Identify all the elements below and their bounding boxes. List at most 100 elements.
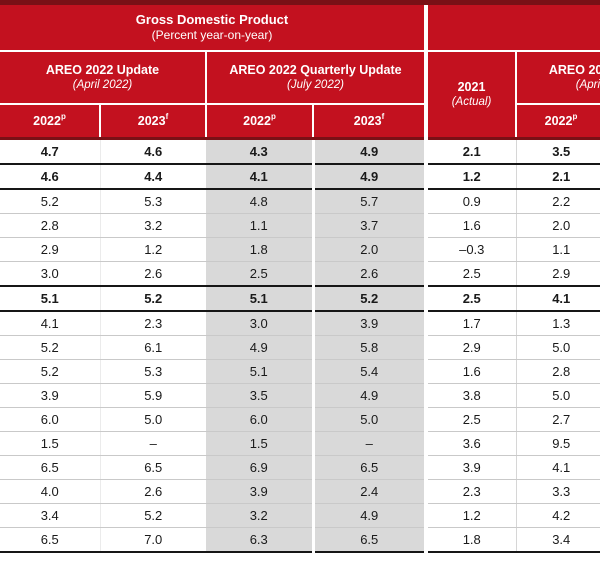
value-cell: 3.0 (0, 261, 101, 287)
year-superscript: p (60, 111, 66, 121)
value-cell: 1.2 (428, 164, 517, 190)
value-cell: 4.9 (313, 164, 424, 190)
value-cell: 3.4 (516, 527, 600, 553)
value-cell: 5.1 (0, 286, 101, 312)
value-cell: 5.0 (100, 407, 206, 432)
section-divider-gap (424, 138, 428, 164)
col-title: 2021 (457, 80, 486, 94)
table-top-border (0, 0, 600, 5)
col-group-title: AREO 2022 Quarterly Update (229, 63, 402, 77)
table-row: 5.2 6.1 4.9 5.8 2.9 5.0 (0, 335, 600, 360)
value-cell: 4.1 (516, 455, 600, 480)
value-cell: – (313, 431, 424, 456)
year-superscript: f (165, 111, 169, 121)
section-divider-gap (424, 431, 428, 456)
value-cell: 5.1 (206, 359, 315, 384)
year-superscript: p (270, 111, 276, 121)
value-cell: 2.5 (206, 261, 315, 287)
section-divider-gap (424, 189, 428, 214)
value-cell: 4.7 (0, 138, 101, 165)
value-cell: 3.2 (100, 213, 206, 238)
table-row: 5.2 5.3 4.8 5.7 0.9 2.2 (0, 189, 600, 214)
value-cell: 4.9 (313, 383, 424, 408)
value-cell: 4.6 (100, 138, 206, 165)
value-cell: 3.6 (428, 431, 517, 456)
table-subtitle: (Percent year-on-year) (151, 28, 273, 42)
value-cell: 3.9 (0, 383, 101, 408)
table-row: 4.0 2.6 3.9 2.4 2.3 3.3 (0, 479, 600, 504)
value-cell: 2.5 (428, 261, 517, 287)
value-cell: 1.5 (0, 431, 101, 456)
value-cell: 1.6 (428, 213, 517, 238)
value-cell: 6.9 (206, 455, 315, 480)
value-cell: 2.1 (516, 164, 600, 190)
value-cell: 2.9 (428, 335, 517, 360)
value-cell: 5.2 (100, 503, 206, 528)
year-superscript: f (381, 111, 385, 121)
value-cell: –0.3 (428, 237, 517, 262)
value-cell: 3.9 (428, 455, 517, 480)
col-head-2023f-april: 2023f (100, 104, 207, 140)
col-head-2023f-july: 2023f (313, 104, 424, 140)
col-group-subtitle: (April 2022) (575, 79, 600, 91)
section-divider-gap (424, 286, 428, 311)
value-cell: 0.9 (428, 189, 517, 214)
value-cell: 2.5 (428, 407, 517, 432)
value-cell: 2.7 (516, 407, 600, 432)
value-cell: 7.0 (100, 527, 206, 553)
value-cell: 1.1 (516, 237, 600, 262)
value-cell: 4.9 (313, 138, 424, 165)
value-cell: 4.2 (516, 503, 600, 528)
value-cell: 4.3 (206, 138, 315, 165)
next-section-title-cell-clipped (428, 5, 600, 52)
col-group-areo-july: AREO 2022 Quarterly Update (July 2022) (206, 51, 424, 105)
value-cell: 2.6 (100, 261, 206, 287)
table-row: 2.8 3.2 1.1 3.7 1.6 2.0 (0, 213, 600, 238)
value-cell: 6.1 (100, 335, 206, 360)
value-cell: 4.9 (206, 335, 315, 360)
value-cell: 6.0 (206, 407, 315, 432)
value-cell: 5.0 (313, 407, 424, 432)
value-cell: 5.9 (100, 383, 206, 408)
table-row: 4.1 2.3 3.0 3.9 1.7 1.3 (0, 311, 600, 336)
value-cell: 5.2 (100, 286, 206, 312)
col-group-areo-april-next-clipped: AREO 2022 Update (April 2022) (516, 51, 600, 105)
value-cell: 3.4 (0, 503, 101, 528)
value-cell: 6.5 (0, 455, 101, 480)
table-row: 6.0 5.0 6.0 5.0 2.5 2.7 (0, 407, 600, 432)
table-row: 4.6 4.4 4.1 4.9 1.2 2.1 (0, 164, 600, 190)
value-cell: 4.1 (206, 164, 315, 190)
table-row: 1.5–1.5–3.6 9.5 (0, 431, 600, 456)
table-row: 3.0 2.6 2.5 2.6 2.5 2.9 (0, 261, 600, 287)
value-cell: 1.8 (428, 527, 517, 553)
value-cell: 2.9 (516, 261, 600, 287)
section-divider-gap (424, 51, 428, 104)
value-cell: – (100, 431, 206, 456)
table-row: 6.5 6.5 6.9 6.5 3.9 4.1 (0, 455, 600, 480)
value-cell: 1.1 (206, 213, 315, 238)
value-cell: 6.5 (313, 527, 424, 553)
value-cell: 2.6 (100, 479, 206, 504)
value-cell: 5.7 (313, 189, 424, 214)
year-label: 2022 (544, 114, 573, 128)
value-cell: 5.1 (206, 286, 315, 312)
value-cell: 1.2 (428, 503, 517, 528)
section-divider-gap (424, 359, 428, 384)
value-cell: 5.4 (313, 359, 424, 384)
value-cell: 3.9 (313, 311, 424, 336)
col-subtitle: (Actual) (451, 96, 492, 108)
section-divider-gap (424, 335, 428, 360)
value-cell: 2.1 (428, 138, 517, 165)
value-cell: 6.3 (206, 527, 315, 553)
value-cell: 3.7 (313, 213, 424, 238)
col-head-2022p-april: 2022p (0, 104, 101, 140)
section-divider-gap (424, 311, 428, 336)
value-cell: 2.2 (516, 189, 600, 214)
value-cell: 1.2 (100, 237, 206, 262)
value-cell: 6.5 (313, 455, 424, 480)
value-cell: 1.3 (516, 311, 600, 336)
value-cell: 5.2 (0, 189, 101, 214)
value-cell: 5.8 (313, 335, 424, 360)
value-cell: 5.0 (516, 383, 600, 408)
